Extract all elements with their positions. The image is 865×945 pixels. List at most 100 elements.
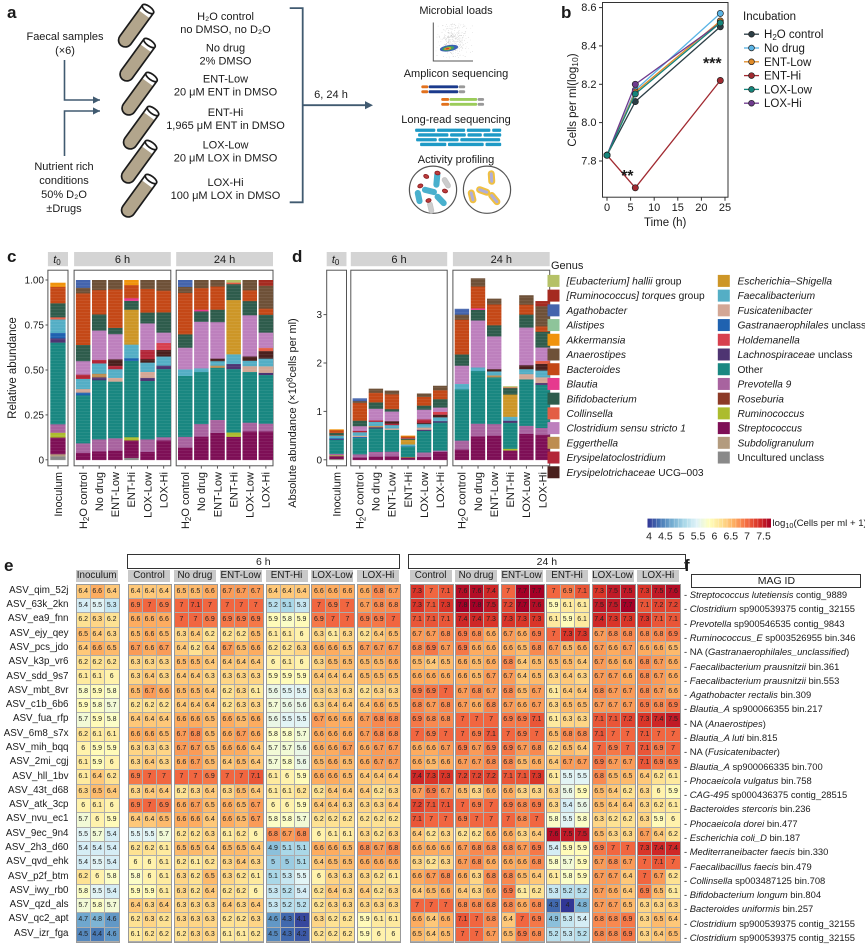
svg-text:H2O control: H2O control bbox=[355, 472, 368, 529]
svg-text:Bacteroides: Bacteroides bbox=[567, 365, 621, 376]
svg-text:No drug: No drug bbox=[94, 472, 106, 511]
svg-text:ENT-Low: ENT-Low bbox=[203, 74, 248, 86]
svg-text:Clostridium sensu stricto 1: Clostridium sensu stricto 1 bbox=[567, 424, 686, 435]
svg-text:Activity profiling: Activity profiling bbox=[418, 154, 494, 166]
svg-text:b: b bbox=[561, 3, 571, 22]
svg-text:Faecal samples: Faecal samples bbox=[26, 31, 104, 43]
svg-text:Genus: Genus bbox=[551, 260, 584, 272]
svg-text:ENT-Low: ENT-Low bbox=[387, 472, 399, 517]
svg-text:H₂O control: H₂O control bbox=[197, 11, 254, 23]
svg-text:Erysipelotrichaceae UCG–003: Erysipelotrichaceae UCG–003 bbox=[567, 468, 704, 479]
svg-text:c: c bbox=[7, 247, 16, 266]
svg-text:Holdemanella: Holdemanella bbox=[738, 335, 801, 346]
svg-text:ENT-Hi: ENT-Hi bbox=[505, 472, 517, 507]
svg-text:LOX-Low: LOX-Low bbox=[203, 140, 249, 152]
svg-text:Inoculum: Inoculum bbox=[331, 472, 343, 517]
svg-text:0: 0 bbox=[38, 455, 44, 466]
svg-text:LOX-Hi: LOX-Hi bbox=[435, 472, 447, 508]
svg-text:Faecalibacterium: Faecalibacterium bbox=[738, 291, 816, 302]
svg-text:6: 6 bbox=[711, 531, 717, 543]
svg-text:0: 0 bbox=[316, 455, 322, 466]
svg-text:Other: Other bbox=[738, 365, 764, 376]
svg-text:(×6): (×6) bbox=[55, 45, 75, 57]
svg-text:No drug: No drug bbox=[371, 472, 383, 511]
svg-text:no DMSO, no D₂O: no DMSO, no D₂O bbox=[180, 24, 271, 36]
svg-text:Time (h): Time (h) bbox=[644, 217, 687, 229]
svg-text:Uncultured unclass: Uncultured unclass bbox=[738, 453, 825, 464]
svg-text:24 h: 24 h bbox=[491, 254, 512, 266]
svg-text:conditions: conditions bbox=[39, 175, 89, 187]
svg-text:7: 7 bbox=[744, 531, 750, 543]
svg-text:10: 10 bbox=[648, 202, 660, 214]
svg-text:ENT-Low: ENT-Low bbox=[110, 472, 122, 517]
svg-text:Amplicon sequencing: Amplicon sequencing bbox=[404, 68, 509, 80]
svg-text:Microbial loads: Microbial loads bbox=[419, 5, 493, 17]
svg-text:6 h: 6 h bbox=[115, 254, 130, 266]
svg-text:25: 25 bbox=[719, 202, 731, 214]
svg-text:a: a bbox=[7, 3, 17, 22]
svg-text:2% DMSO: 2% DMSO bbox=[200, 56, 252, 68]
svg-text:Erysipelatoclostridium: Erysipelatoclostridium bbox=[567, 453, 667, 464]
svg-text:Agathobacter: Agathobacter bbox=[566, 306, 628, 317]
svg-text:Streptococcus: Streptococcus bbox=[738, 424, 803, 435]
svg-text:Fusicatenibacter: Fusicatenibacter bbox=[738, 306, 813, 317]
svg-text:d: d bbox=[292, 247, 302, 266]
svg-text:100 μM LOX in DMSO: 100 μM LOX in DMSO bbox=[171, 190, 281, 202]
svg-text:LOX-Low: LOX-Low bbox=[245, 472, 257, 518]
svg-text:Prevotella 9: Prevotella 9 bbox=[738, 380, 792, 391]
svg-text:ENT-Hi: ENT-Hi bbox=[764, 71, 801, 83]
svg-text:Roseburia: Roseburia bbox=[738, 394, 785, 405]
svg-text:LOX-Low: LOX-Low bbox=[142, 472, 154, 518]
svg-text:5.5: 5.5 bbox=[691, 531, 706, 543]
svg-text:1,965 μM ENT in DMSO: 1,965 μM ENT in DMSO bbox=[166, 120, 285, 132]
svg-text:Akkermansia: Akkermansia bbox=[566, 335, 626, 346]
svg-text:LOX-Low: LOX-Low bbox=[764, 84, 813, 96]
svg-text:7.5: 7.5 bbox=[756, 531, 771, 543]
svg-text:LOX-Hi: LOX-Hi bbox=[261, 472, 273, 508]
svg-text:Anaerostipes: Anaerostipes bbox=[566, 350, 626, 361]
svg-text:6.5: 6.5 bbox=[723, 531, 738, 543]
svg-text:20 μM ENT in DMSO: 20 μM ENT in DMSO bbox=[174, 87, 278, 99]
svg-text:H2O control: H2O control bbox=[78, 472, 91, 529]
svg-text:Long-read sequencing: Long-read sequencing bbox=[401, 114, 510, 126]
svg-text:log10(Cells per ml + 1): log10(Cells per ml + 1) bbox=[773, 518, 865, 530]
svg-text:ENT-Hi: ENT-Hi bbox=[126, 472, 138, 507]
svg-text:LOX-Low: LOX-Low bbox=[521, 472, 533, 518]
svg-text:H2O control: H2O control bbox=[457, 472, 470, 529]
svg-text:ENT-Low: ENT-Low bbox=[212, 472, 224, 517]
svg-text:Alistipes: Alistipes bbox=[566, 321, 605, 332]
svg-text:LOX-Hi: LOX-Hi bbox=[158, 472, 170, 508]
svg-text:8.6: 8.6 bbox=[581, 2, 596, 14]
svg-text:4.5: 4.5 bbox=[658, 531, 673, 543]
svg-text:0.25: 0.25 bbox=[25, 410, 45, 421]
svg-text:1.00: 1.00 bbox=[25, 276, 45, 287]
svg-text:No drug: No drug bbox=[473, 472, 485, 511]
svg-text:No drug: No drug bbox=[206, 43, 245, 55]
svg-text:15: 15 bbox=[672, 202, 684, 214]
svg-text:2: 2 bbox=[316, 359, 322, 370]
svg-text:Subdoligranulum: Subdoligranulum bbox=[738, 438, 815, 449]
svg-text:No drug: No drug bbox=[764, 43, 805, 55]
svg-text:***: *** bbox=[703, 56, 722, 73]
svg-text:8.2: 8.2 bbox=[581, 79, 596, 91]
svg-text:5: 5 bbox=[679, 531, 685, 543]
svg-text:3: 3 bbox=[316, 310, 322, 321]
svg-text:Collinsella: Collinsella bbox=[567, 409, 614, 420]
svg-text:LOX-Low: LOX-Low bbox=[419, 472, 431, 518]
svg-text:Absolute abundance (×108cells: Absolute abundance (×108cells per ml) bbox=[286, 318, 300, 507]
svg-text:0.75: 0.75 bbox=[25, 321, 45, 332]
svg-text:Eggerthella: Eggerthella bbox=[567, 438, 619, 449]
svg-text:ENT-Hi: ENT-Hi bbox=[228, 472, 240, 507]
svg-text:6, 24 h: 6, 24 h bbox=[314, 89, 348, 101]
svg-text:5: 5 bbox=[628, 202, 634, 214]
svg-text:H2O control: H2O control bbox=[764, 29, 823, 42]
svg-text:0.50: 0.50 bbox=[25, 366, 45, 377]
svg-text:24 h: 24 h bbox=[214, 254, 235, 266]
svg-text:H2O control: H2O control bbox=[180, 472, 193, 529]
svg-text:Escherichia–Shigella: Escherichia–Shigella bbox=[738, 277, 833, 288]
svg-text:4: 4 bbox=[646, 531, 652, 543]
svg-text:1: 1 bbox=[316, 407, 322, 418]
svg-text:ENT-Hi: ENT-Hi bbox=[403, 472, 415, 507]
svg-text:**: ** bbox=[621, 168, 634, 185]
svg-text:[Eubacterium] hallii group: [Eubacterium] hallii group bbox=[566, 277, 682, 288]
